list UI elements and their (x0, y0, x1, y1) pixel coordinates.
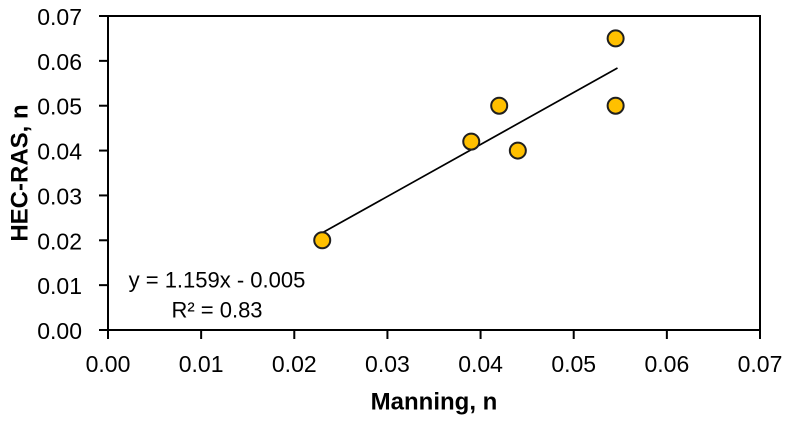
x-tick-label: 0.00 (86, 351, 131, 377)
y-tick-label: 0.04 (37, 139, 82, 165)
x-tick-label: 0.03 (365, 351, 410, 377)
x-axis-title: Manning, n (371, 389, 498, 416)
plot-border (107, 15, 761, 331)
data-point (606, 29, 625, 48)
y-tick-label: 0.03 (37, 183, 82, 209)
data-point (508, 141, 527, 160)
x-tick-label: 0.06 (644, 351, 689, 377)
y-tick-label: 0.07 (37, 4, 82, 30)
y-tick-label: 0.00 (37, 318, 82, 344)
data-point (462, 132, 481, 151)
y-tick-label: 0.06 (37, 49, 82, 75)
data-point (490, 96, 509, 115)
data-point (606, 96, 625, 115)
y-tick-label: 0.01 (37, 273, 82, 299)
r-squared-label: R² = 0.83 (171, 298, 262, 323)
trendline (319, 67, 618, 235)
x-tick-label: 0.05 (551, 351, 596, 377)
plot-area: 0.00 0.01 0.02 0.03 0.04 0.05 0.06 0.07 0.00 0.01… (37, 4, 782, 377)
data-point (313, 231, 332, 250)
y-tick-label: 0.02 (37, 228, 82, 254)
y-axis-title: HEC-RAS, n (7, 104, 34, 241)
trendline-equation-label: y = 1.159x - 0.005 (129, 268, 306, 293)
y-tick-label: 0.05 (37, 94, 82, 120)
x-tick-label: 0.01 (179, 351, 224, 377)
x-tick-label: 0.04 (458, 351, 503, 377)
x-tick-label: 0.02 (272, 351, 317, 377)
x-tick-label: 0.07 (738, 351, 783, 377)
